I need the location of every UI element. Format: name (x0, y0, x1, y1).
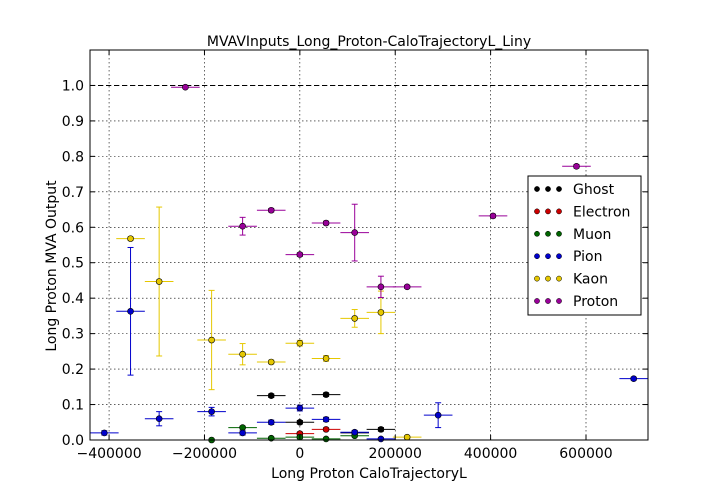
data-point (182, 83, 189, 91)
legend-item: Kaon (534, 272, 608, 288)
y-tick-label: 1.0 (62, 78, 84, 94)
legend-item: Ghost (534, 182, 615, 198)
data-point (296, 251, 304, 258)
legend-marker (534, 208, 540, 215)
data-point (630, 375, 637, 382)
data-point (296, 418, 304, 426)
y-tick-label: 0.4 (62, 291, 84, 307)
series-pion (90, 246, 648, 443)
data-point (377, 426, 385, 433)
data-point (267, 392, 275, 399)
y-ticks: 0.0 0.1 0.2 0.3 0.4 0.5 0.6 0.7 0.8 0.9 1.0 (62, 78, 648, 449)
data-point (322, 416, 330, 423)
legend-marker (556, 253, 562, 260)
data-point (239, 222, 246, 230)
data-point (127, 307, 134, 315)
legend-label: Proton (573, 294, 618, 310)
y-tick-label: 0.7 (62, 185, 84, 201)
legend-marker (534, 298, 540, 304)
legend: Ghost Electron Muon Pion Kaon Proton (527, 175, 642, 316)
legend-marker (534, 230, 540, 237)
data-point (351, 229, 358, 236)
legend-item: Proton (534, 294, 618, 310)
data-point (489, 212, 497, 220)
x-ticks: −400000 −200000 0 200000 400000 600000 (76, 50, 613, 462)
x-tick-label: 600000 (559, 446, 612, 462)
data-point (208, 336, 215, 344)
y-tick-label: 0.6 (62, 220, 84, 236)
legend-marker (534, 253, 540, 260)
legend-marker (556, 298, 562, 304)
y-axis-label: Long Proton MVA Output (44, 180, 60, 352)
data-point (377, 309, 385, 316)
data-point (322, 219, 330, 227)
legend-marker (556, 186, 562, 192)
data-point (296, 339, 304, 347)
legend-marker (545, 275, 551, 282)
legend-marker (534, 186, 540, 192)
data-point (155, 278, 163, 285)
x-tick-label: −200000 (172, 446, 237, 462)
legend-marker (556, 230, 562, 237)
series-kaon (116, 206, 422, 441)
data-point (322, 435, 330, 443)
legend-box (527, 175, 642, 316)
data-point (101, 429, 108, 437)
y-tick-label: 0.3 (62, 327, 84, 343)
legend-marker (545, 208, 551, 215)
legend-label: Ghost (573, 182, 615, 198)
legend-marker (556, 208, 562, 215)
data-point (573, 162, 580, 170)
legend-label: Electron (573, 204, 630, 220)
data-point (239, 429, 246, 437)
y-tick-label: 0.5 (62, 256, 84, 272)
data-point (377, 435, 385, 443)
data-point (403, 433, 411, 441)
data-point (351, 315, 358, 322)
data-point (403, 283, 411, 291)
y-tick-label: 0.0 (62, 433, 84, 449)
legend-marker (545, 253, 551, 260)
data-point (322, 391, 330, 398)
x-tick-label: 400000 (464, 446, 517, 462)
x-tick-label: 200000 (369, 446, 422, 462)
legend-item: Electron (534, 204, 630, 220)
x-tick-label: 0 (295, 446, 304, 462)
y-tick-label: 0.1 (62, 398, 84, 414)
legend-marker (545, 298, 551, 304)
legend-label: Kaon (573, 272, 608, 288)
chart-title: MVAVInputs_Long_Proton-CaloTrajectoryL_L… (207, 34, 531, 50)
legend-label: Muon (573, 227, 611, 243)
data-layer (90, 83, 648, 444)
y-tick-label: 0.2 (62, 362, 84, 378)
data-point (208, 408, 215, 415)
legend-marker (545, 230, 551, 237)
data-point (267, 358, 275, 366)
x-axis-label: Long Proton CaloTrajectoryL (271, 466, 467, 482)
data-point (267, 418, 275, 426)
data-point (322, 426, 330, 433)
legend-marker (534, 275, 540, 282)
data-point (296, 404, 304, 412)
y-tick-label: 0.8 (62, 149, 84, 165)
plot-frame (89, 49, 649, 441)
y-tick-label: 0.9 (62, 114, 84, 130)
data-point (127, 235, 134, 242)
series-proton (171, 83, 591, 298)
legend-marker (556, 275, 562, 282)
data-point (239, 350, 246, 358)
data-point (267, 206, 275, 214)
data-point (322, 355, 330, 362)
data-point (377, 283, 385, 291)
x-tick-label: −400000 (76, 446, 141, 462)
data-point (155, 415, 163, 423)
legend-item: Pion (534, 249, 602, 265)
data-point (434, 411, 442, 419)
data-point (351, 428, 358, 436)
legend-label: Pion (573, 249, 602, 265)
legend-item: Muon (534, 227, 611, 243)
legend-marker (545, 186, 551, 192)
